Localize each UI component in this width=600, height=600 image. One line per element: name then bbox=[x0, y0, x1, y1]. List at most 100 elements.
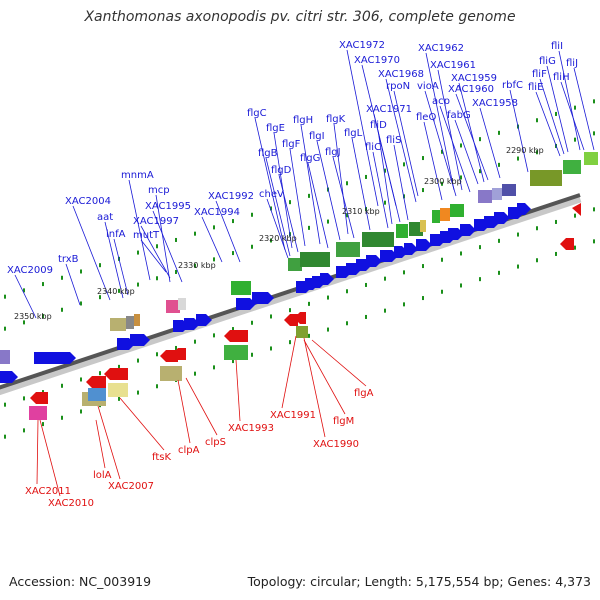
gene-label-forward[interactable]: rpoN bbox=[386, 81, 410, 92]
gene-label-forward[interactable]: XAC1995 bbox=[145, 201, 191, 212]
track-dot bbox=[479, 277, 481, 282]
gene-label-forward[interactable]: XAC1960 bbox=[448, 84, 494, 95]
track-dot bbox=[346, 213, 348, 218]
reverse-gene-arrow bbox=[30, 392, 48, 404]
gene-label-forward[interactable]: flgC bbox=[247, 108, 267, 119]
leader-line bbox=[458, 82, 485, 183]
track-dot bbox=[555, 251, 557, 256]
gene-label-forward[interactable]: flgJ bbox=[325, 147, 341, 158]
leader-line bbox=[152, 210, 183, 283]
gene-label-forward[interactable]: flgE bbox=[266, 123, 285, 134]
gene-label-forward[interactable]: infA bbox=[106, 229, 126, 240]
gene-label-forward[interactable]: mnmA bbox=[121, 170, 154, 181]
gene-label-forward[interactable]: XAC1968 bbox=[378, 69, 424, 80]
track-dot bbox=[327, 327, 329, 332]
track-dot bbox=[194, 339, 196, 344]
track-dot bbox=[403, 162, 405, 167]
leader-line bbox=[72, 205, 111, 301]
gene-label-forward[interactable]: aat bbox=[97, 212, 113, 223]
gene-label-forward[interactable]: XAC1962 bbox=[418, 43, 464, 54]
gene-label-forward[interactable]: flgB bbox=[258, 148, 278, 159]
gene-label-forward[interactable]: XAC1958 bbox=[472, 98, 518, 109]
gene-label-reverse[interactable]: clpS bbox=[205, 437, 226, 448]
gene-label-forward[interactable]: fliC bbox=[365, 142, 381, 153]
leader-line bbox=[119, 397, 165, 451]
gene-label-forward[interactable]: XAC2009 bbox=[7, 265, 53, 276]
gene-label-forward[interactable]: XAC1972 bbox=[339, 40, 385, 51]
reverse-gene-arrow bbox=[284, 314, 298, 326]
track-dot bbox=[536, 258, 538, 263]
gene-label-forward[interactable]: XAC2004 bbox=[65, 196, 111, 207]
gene-label-reverse[interactable]: ftsK bbox=[152, 452, 171, 463]
track-dot bbox=[175, 269, 177, 274]
gene-label-forward[interactable]: vioA bbox=[417, 81, 439, 92]
forward-gene-arrow bbox=[320, 273, 334, 285]
feature-block bbox=[492, 188, 502, 200]
track-dot bbox=[42, 282, 44, 287]
track-dot bbox=[555, 111, 557, 116]
gene-label-forward[interactable]: rbfC bbox=[502, 80, 523, 91]
feature-block bbox=[300, 252, 330, 267]
track-dot bbox=[232, 359, 234, 364]
gene-label-forward[interactable]: fliH bbox=[553, 72, 570, 83]
gene-label-reverse[interactable]: XAC1993 bbox=[228, 423, 274, 434]
gene-label-reverse[interactable]: flgM bbox=[333, 416, 354, 427]
gene-label-forward[interactable]: fliE bbox=[528, 82, 543, 93]
gene-label-forward[interactable]: XAC1961 bbox=[430, 60, 476, 71]
gene-label-forward[interactable]: acp bbox=[432, 96, 450, 107]
leader-line bbox=[39, 419, 61, 497]
gene-label-forward[interactable]: fliI bbox=[551, 41, 563, 52]
gene-label-forward[interactable]: trxB bbox=[58, 254, 79, 265]
gene-label-forward[interactable]: flgD bbox=[271, 165, 292, 176]
gene-label-reverse[interactable]: XAC2010 bbox=[48, 498, 94, 509]
gene-label-forward[interactable]: flgG bbox=[300, 153, 320, 164]
gene-label-reverse[interactable]: XAC2007 bbox=[108, 481, 154, 492]
track-dot bbox=[213, 225, 215, 230]
track-dot bbox=[441, 289, 443, 294]
gene-label-forward[interactable]: fabG bbox=[447, 110, 471, 121]
gene-label-forward[interactable]: cheV bbox=[259, 189, 284, 200]
gene-label-reverse[interactable]: XAC1990 bbox=[313, 439, 359, 450]
gene-label-forward[interactable]: flgL bbox=[344, 128, 363, 139]
genome-title: Xanthomonas axonopodis pv. citri str. 30… bbox=[84, 9, 516, 25]
forward-gene-arrow bbox=[196, 314, 212, 326]
gene-label-reverse[interactable]: XAC1991 bbox=[270, 410, 316, 421]
leader-line bbox=[307, 162, 329, 249]
gene-label-forward[interactable]: XAC1971 bbox=[366, 104, 412, 115]
gene-label-forward[interactable]: mutT bbox=[133, 230, 160, 241]
gene-label-forward[interactable]: fliS bbox=[386, 135, 401, 146]
gene-label-forward[interactable]: fleQ bbox=[416, 112, 436, 123]
gene-label-reverse[interactable]: clpA bbox=[178, 445, 200, 456]
gene-labels: XAC2009trxBXAC2004aatinfAmnmAmcpXAC1995X… bbox=[7, 40, 578, 509]
gene-label-forward[interactable]: XAC1992 bbox=[208, 191, 254, 202]
feature-block bbox=[160, 366, 182, 381]
track-dot bbox=[23, 428, 25, 433]
gene-label-forward[interactable]: fliG bbox=[539, 56, 556, 67]
gene-label-forward[interactable]: flgH bbox=[293, 115, 313, 126]
gene-label-forward[interactable]: fliJ bbox=[566, 58, 578, 69]
gene-label-forward[interactable]: XAC1997 bbox=[133, 216, 179, 227]
track-dot bbox=[251, 244, 253, 249]
track-dot bbox=[479, 169, 481, 174]
gene-label-reverse[interactable]: lolA bbox=[93, 470, 112, 481]
gene-label-forward[interactable]: XAC1970 bbox=[354, 55, 400, 66]
gene-label-forward[interactable]: flgI bbox=[309, 131, 325, 142]
leader-line bbox=[254, 117, 286, 251]
leader-line bbox=[424, 90, 457, 197]
gene-label-forward[interactable]: XAC1994 bbox=[194, 207, 240, 218]
gene-label-reverse[interactable]: flgA bbox=[354, 388, 374, 399]
gene-label-forward[interactable]: flgF bbox=[282, 139, 301, 150]
leader-line bbox=[437, 69, 463, 191]
gene-label-reverse[interactable]: XAC2011 bbox=[25, 486, 71, 497]
leader-line bbox=[372, 151, 389, 229]
gene-label-forward[interactable]: XAC1959 bbox=[451, 73, 497, 84]
gene-label-forward[interactable]: fliF bbox=[532, 69, 547, 80]
track-dot bbox=[194, 371, 196, 376]
track-dot bbox=[270, 346, 272, 351]
gene-label-forward[interactable]: mcp bbox=[148, 185, 170, 196]
track-dot bbox=[251, 320, 253, 325]
gene-label-forward[interactable]: flgK bbox=[326, 114, 346, 125]
leader-line bbox=[393, 144, 409, 221]
gene-label-forward[interactable]: fliD bbox=[370, 120, 387, 131]
